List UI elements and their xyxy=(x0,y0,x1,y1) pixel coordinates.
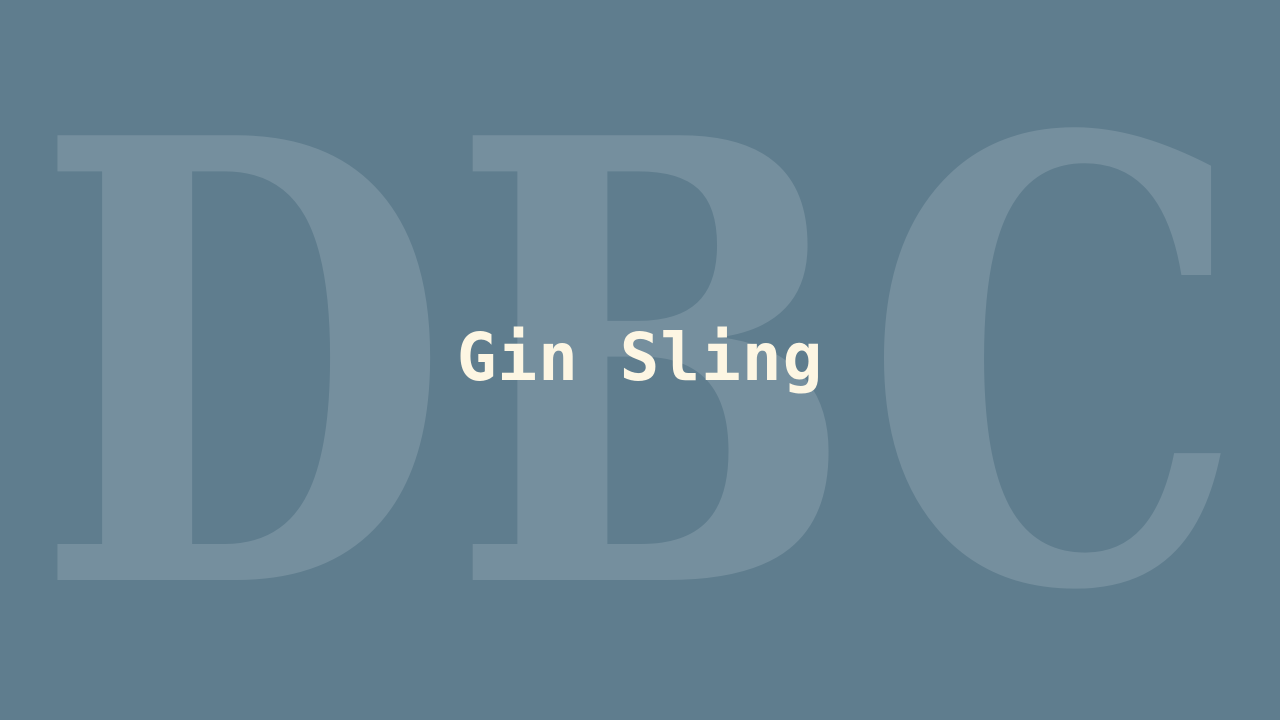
page-title: Gin Sling xyxy=(456,319,824,396)
background-monogram-text: DBC xyxy=(35,7,1245,720)
